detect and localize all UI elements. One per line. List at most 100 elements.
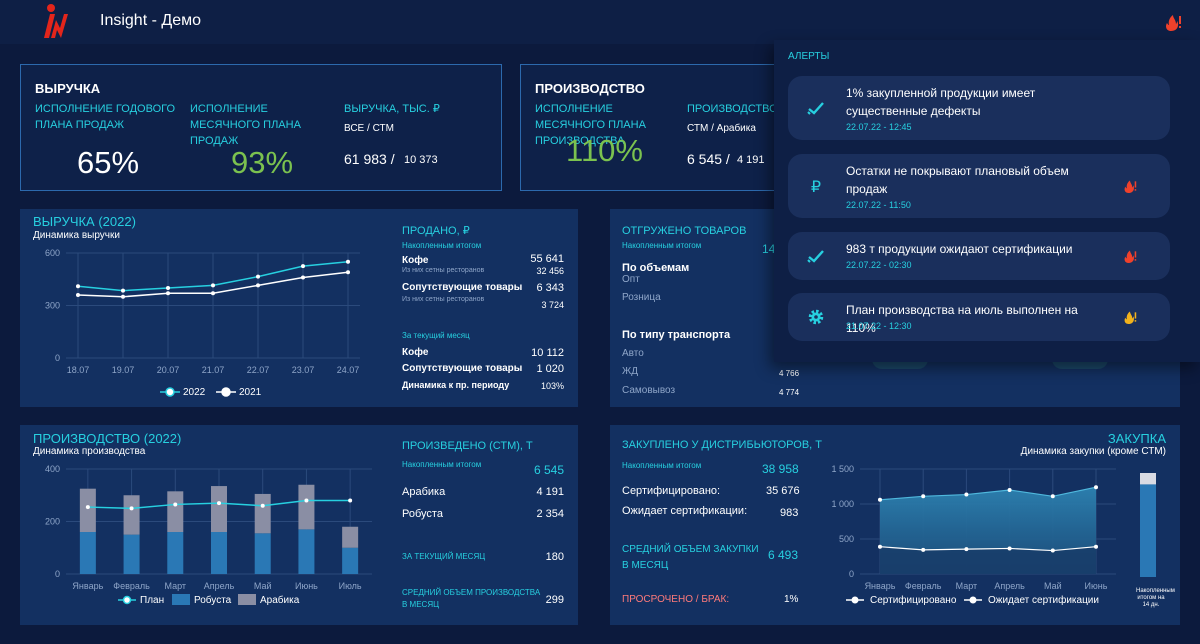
shipped-by-transport: По типу транспорта (622, 329, 731, 341)
y-tick-label: 300 (45, 301, 60, 311)
data-point (85, 505, 90, 510)
produced-cum-value: 6 545 (533, 463, 564, 477)
x-tick-label: 20.07 (157, 365, 180, 375)
data-point (1007, 488, 1012, 492)
kpi-revenue-title: ВЫРУЧКА (35, 81, 101, 96)
shipped-by-volume: По объемам (622, 262, 690, 274)
kpi-monthly-label: ИСПОЛНЕНИЕ МЕСЯЧНОГО ПЛАНА ПРОДАЖ (190, 103, 301, 147)
sold-month-label: За текущий месяц (402, 331, 470, 340)
alert-date: 22.07.22 - 12:45 (846, 122, 912, 132)
y-tick-label: 0 (55, 353, 60, 363)
kpi-annual-label: ИСПОЛНЕНИЕ ГОДОВОГО ПЛАНА ПРОДАЖ (35, 103, 176, 131)
kpi-prod-monthly-label: ИСПОЛНЕНИЕ МЕСЯЧНОГО ПЛАНА ПРОИЗВОДСТВА (535, 103, 646, 147)
check-icon (807, 250, 824, 263)
bar-robusta (254, 533, 271, 574)
shipped-rail: ЖД (622, 366, 639, 377)
data-point (76, 293, 80, 297)
alert-text: План производства на июль выполнен на 11… (846, 303, 1078, 335)
alert-date: 21.07.22 - 12:30 (846, 321, 912, 331)
data-point (166, 291, 170, 296)
alert-text: 983 т продукции ожидают сертификации (846, 242, 1073, 256)
bar-arabica (298, 484, 315, 530)
legend-label: Робуста (194, 594, 232, 606)
data-point (964, 547, 969, 552)
kpi-revenue-all: 61 983 / (344, 151, 395, 167)
x-tick-label: 21.07 (202, 365, 225, 375)
x-tick-label: Январь (72, 581, 103, 591)
sold-coffee-label: Кофе (402, 255, 429, 266)
legend-label: Ожидает сертификации (988, 594, 1099, 606)
shipped-pickup-value: 4 774 (779, 388, 800, 397)
alerts-dropdown: АЛЕРТЫ 1% закупленной продукции имеет су… (774, 40, 1200, 362)
x-tick-label: 19.07 (112, 365, 135, 375)
legend-label: Сертифицировано (870, 594, 957, 606)
bar-robusta (211, 532, 227, 574)
bar-arabica (167, 491, 184, 532)
alert-text: Остатки не покрывают плановый объем прод… (846, 164, 1069, 196)
ruble-icon: ₽ (811, 179, 821, 196)
data-point (173, 502, 178, 507)
data-point (878, 497, 882, 502)
bar-robusta (167, 532, 184, 574)
shipped-cum-label: Накопленным итогом (622, 241, 702, 250)
sold-related-sub-value: 3 724 (541, 300, 564, 310)
produced-avg-value: 299 (545, 594, 564, 606)
bar-robusta (123, 534, 140, 574)
alert-item[interactable]: 983 т продукции ожидают сертификации 22.… (788, 232, 1170, 280)
purchase-late-value: 1% (784, 594, 799, 605)
month-related-value: 1 020 (536, 363, 564, 375)
series-line-certified (879, 486, 1097, 501)
donut-chart-partial-2 (1052, 359, 1108, 369)
bar-robusta (79, 532, 96, 574)
purchase-panel: ЗАКУПЛЕНО У ДИСТРИБЬЮТОРОВ, Т ЗАКУПКА Ди… (610, 425, 1180, 625)
x-tick-label: Март (165, 581, 187, 591)
top-bar: Insight - Демо (0, 0, 1200, 44)
kpi-monthly-value: 93% (231, 145, 294, 180)
bar-arabica (211, 486, 227, 532)
revenue-panel-title: ВЫРУЧКА (2022) (33, 214, 136, 229)
legend-marker (221, 387, 231, 397)
production-bar-chart: 0 200 400 Январь Февраль Март Апрель Май Июнь Июл… (45, 464, 372, 606)
shipped-pickup: Самовывоз (622, 385, 676, 396)
insight-logo-icon[interactable] (38, 2, 72, 40)
data-point (256, 283, 260, 288)
revenue-panel: ВЫРУЧКА (2022) Динамика выручки 0 300 600 1… (20, 209, 578, 407)
kpi-production-title: ПРОИЗВОДСТВО (535, 81, 645, 96)
fire-icon (1124, 180, 1137, 193)
x-tick-label: Январь (865, 581, 896, 591)
data-point (1050, 548, 1055, 553)
data-point (921, 494, 926, 499)
data-point (1094, 485, 1098, 490)
legend-label: 2022 (183, 387, 206, 398)
data-point (121, 288, 125, 293)
revenue-panel-subtitle: Динамика выручки (33, 230, 120, 241)
series-line-awaiting (879, 546, 1097, 552)
data-point (346, 259, 350, 264)
sold-related-value: 6 343 (536, 282, 564, 294)
alert-item[interactable]: План производства на июль выполнен на 11… (788, 293, 1170, 341)
kpi-prod-volume-label: ПРОИЗВОДСТВО, Т (687, 103, 791, 115)
x-tick-label: 18.07 (67, 365, 90, 375)
x-tick-label: Июнь (1085, 581, 1108, 591)
bar-arabica (79, 488, 96, 532)
purchase-cert-value: 35 676 (766, 485, 800, 497)
kpi-annual-value: 65% (77, 145, 140, 180)
bar-robusta (342, 547, 359, 574)
production-panel: ПРОИЗВОДСТВО (2022) Динамика производств… (20, 425, 578, 625)
month-coffee-label: Кофе (402, 347, 429, 358)
alerts-title: АЛЕРТЫ (788, 51, 830, 62)
y-tick-label: 1 500 (831, 464, 854, 474)
alert-item[interactable]: ₽ Остатки не покрывают плановый объем пр… (788, 154, 1170, 218)
data-point (217, 501, 221, 506)
y-tick-label: 500 (839, 534, 854, 544)
x-tick-label: Май (1044, 581, 1062, 591)
legend-label: 2021 (239, 387, 262, 398)
shipped-opt: Опт (622, 274, 640, 285)
data-point (76, 284, 80, 289)
alert-fire-icon[interactable] (1164, 12, 1182, 32)
x-tick-label: 24.07 (337, 365, 360, 375)
produced-arabica-label: Арабика (402, 486, 446, 498)
alert-item[interactable]: 1% закупленной продукции имеет существен… (788, 76, 1170, 140)
data-point (878, 544, 882, 549)
purchase-chart-title: ЗАКУПКА (1107, 431, 1166, 446)
